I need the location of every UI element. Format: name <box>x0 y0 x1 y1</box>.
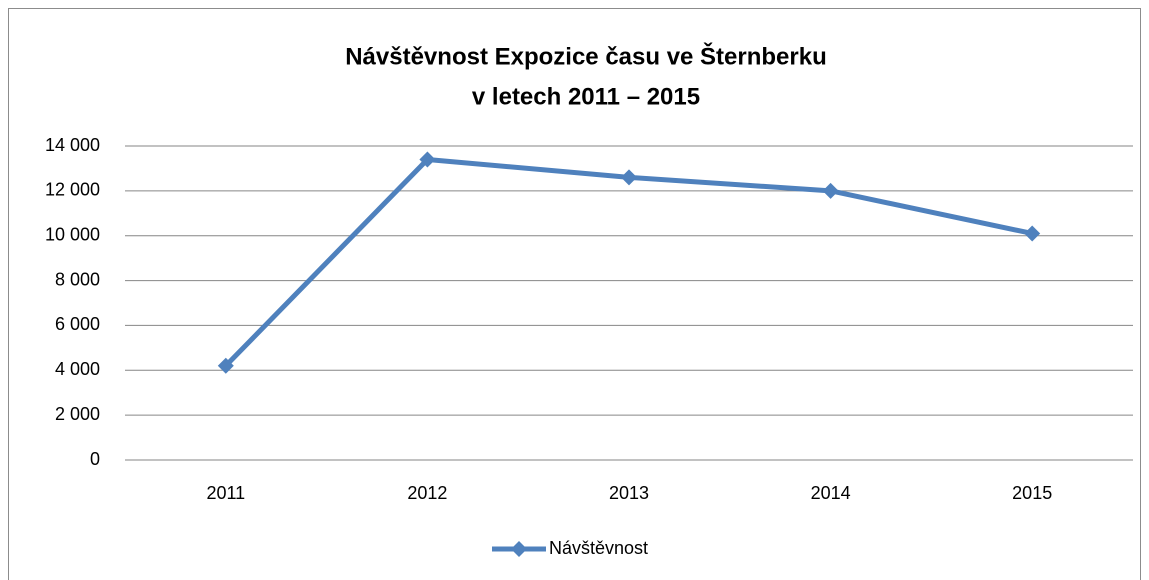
y-tick-label: 6 000 <box>55 314 100 334</box>
legend-marker <box>511 541 527 557</box>
chart-title: v letech 2011 – 2015 <box>472 83 700 110</box>
x-tick-label: 2011 <box>206 483 245 503</box>
y-tick-label: 4 000 <box>55 359 100 379</box>
marker <box>822 182 839 199</box>
x-tick-label: 2013 <box>609 483 649 503</box>
chart-title: Návštěvnost Expozice času ve Šternberku <box>345 42 827 70</box>
y-tick-label: 0 <box>90 449 100 469</box>
x-tick-label: 2014 <box>811 483 851 503</box>
y-tick-label: 8 000 <box>55 269 100 289</box>
marker <box>621 169 637 186</box>
y-tick-label: 10 000 <box>45 224 100 244</box>
y-tick-label: 12 000 <box>45 180 100 200</box>
chart-border <box>8 8 1141 580</box>
x-tick-label: 2012 <box>407 483 447 503</box>
marker <box>217 357 234 374</box>
legend-label: Návštěvnost <box>549 538 648 558</box>
marker <box>1024 225 1041 242</box>
y-tick-label: 2 000 <box>55 404 100 424</box>
y-tick-label: 14 000 <box>45 135 100 155</box>
x-tick-label: 2015 <box>1012 483 1052 503</box>
marker <box>419 151 436 168</box>
